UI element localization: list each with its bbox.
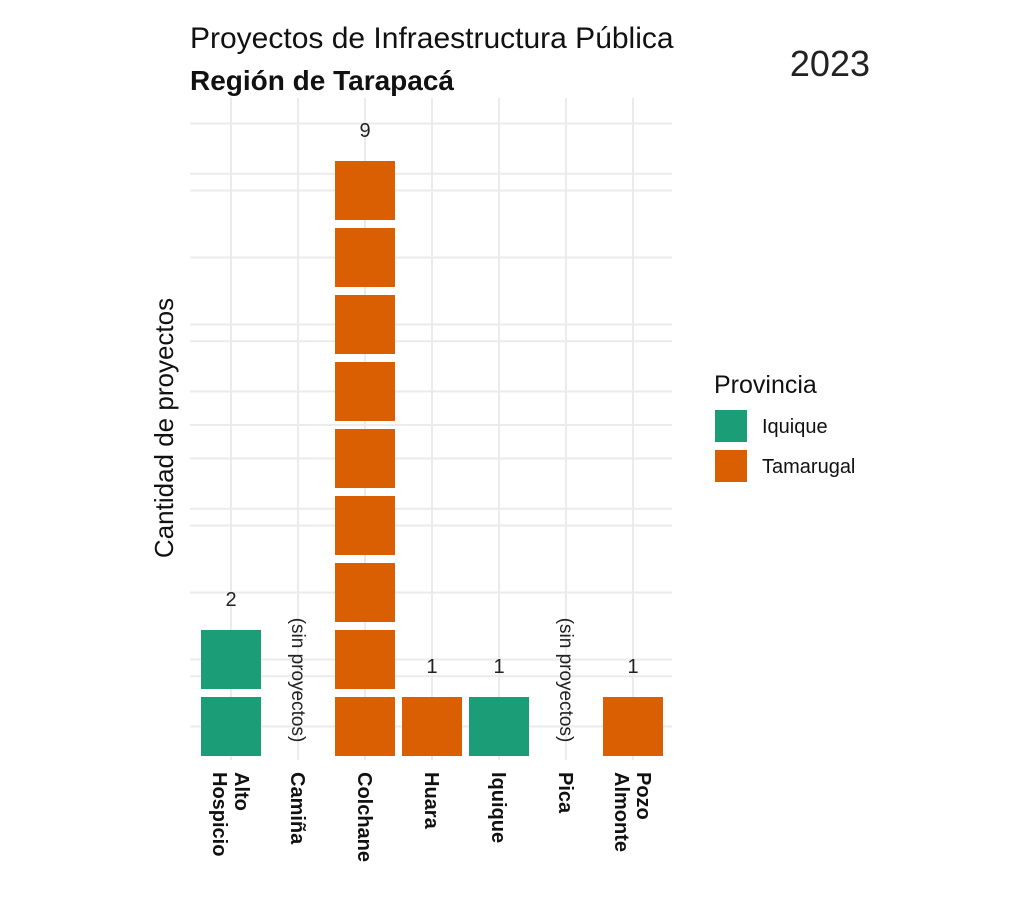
bar-tile-pozo-almonte (603, 697, 663, 756)
value-label: 9 (359, 120, 370, 142)
chart-subtitle: Región de Tarapacá (190, 65, 454, 96)
bar-tile-colchane (335, 228, 395, 287)
bar-tile-colchane (335, 295, 395, 354)
bar-tile-colchane (335, 362, 395, 421)
value-label: 1 (627, 656, 638, 678)
legend-swatch-tamarugal (715, 450, 747, 482)
value-label: 1 (426, 656, 437, 678)
x-tick-label: Pica (554, 772, 576, 814)
grid-lines (190, 98, 672, 760)
bar-tile-colchane (335, 161, 395, 220)
bar-tile-colchane (335, 563, 395, 622)
value-labels: 2 (sin proyectos) 9 1 1 (sin proyectos) 1 (225, 120, 638, 742)
value-label: 1 (493, 656, 504, 678)
x-tick-label: Alto (230, 772, 252, 811)
value-label: 2 (225, 589, 236, 611)
bar-tile-huara (402, 697, 462, 756)
chart-year: 2023 (790, 43, 870, 84)
bar-tile-alto-hospicio (201, 630, 261, 689)
legend: Provincia Iquique Tamarugal (714, 371, 855, 482)
empty-label: (sin proyectos) (555, 618, 576, 743)
x-tick-label: Hospicio (208, 772, 230, 856)
bars (201, 161, 663, 756)
x-tick-label: Colchane (353, 772, 375, 862)
x-tick-label: Pozo (632, 772, 654, 820)
legend-title: Provincia (714, 371, 817, 399)
bar-tile-colchane (335, 697, 395, 756)
empty-label: (sin proyectos) (287, 618, 308, 743)
bar-tile-colchane (335, 496, 395, 555)
bar-tile-colchane (335, 429, 395, 488)
legend-label-iquique: Iquique (762, 416, 828, 438)
x-tick-label: Almonte (610, 772, 632, 852)
legend-label-tamarugal: Tamarugal (762, 456, 855, 478)
bar-tile-alto-hospicio (201, 697, 261, 756)
bar-tile-colchane (335, 630, 395, 689)
legend-swatch-iquique (715, 410, 747, 442)
chart-title: Proyectos de Infraestructura Pública (190, 22, 674, 55)
bar-tile-iquique (469, 697, 529, 756)
y-axis-label: Cantidad de proyectos (149, 298, 179, 558)
x-tick-label: Iquique (487, 772, 509, 843)
x-tick-label: Camiña (286, 772, 308, 845)
x-tick-label: Huara (420, 772, 442, 830)
